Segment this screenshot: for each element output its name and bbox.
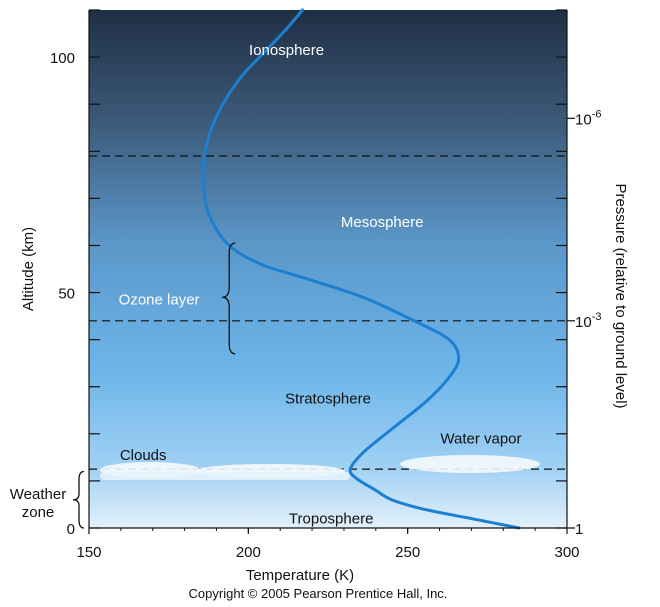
x-tick-label: 250 xyxy=(395,544,420,561)
layer-label: Troposphere xyxy=(289,511,374,528)
pressure-exponent: -6 xyxy=(592,108,602,120)
pressure-axis-title: Pressure (relative to ground level) xyxy=(612,183,629,408)
x-tick-label: 150 xyxy=(76,544,101,561)
layer-label: Ionosphere xyxy=(249,42,324,59)
copyright-notice: Copyright © 2005 Pearson Prentice Hall, … xyxy=(189,586,448,601)
layer-label: Stratosphere xyxy=(285,391,371,408)
layer-label: Water vapor xyxy=(440,431,521,448)
layer-label: Clouds xyxy=(120,447,167,464)
cloud-haze xyxy=(100,472,350,480)
y-axis-title: Altitude (km) xyxy=(20,227,37,311)
temperature-curve xyxy=(201,8,521,530)
clouds-band xyxy=(100,455,540,480)
x-axis-title: Temperature (K) xyxy=(246,567,354,584)
weather-zone-label: Weather xyxy=(10,486,66,503)
weather-zone-brace xyxy=(72,470,85,529)
pressure-tick-label: 10-3 xyxy=(575,311,601,331)
pressure-exponent: -3 xyxy=(592,311,602,323)
y-axis: 0 50 100 xyxy=(50,9,100,538)
pressure-tick-label: 1 xyxy=(575,521,583,538)
plot-background xyxy=(89,10,567,528)
layer-label: Mesosphere xyxy=(341,214,424,231)
cloud-right xyxy=(400,455,540,473)
layer-labels: Ionosphere Mesosphere Ozone layer Stratosph… xyxy=(119,42,522,528)
y-tick-label: 50 xyxy=(58,286,75,303)
layer-label: Ozone layer xyxy=(119,292,200,309)
pressure-tick-label: 10-6 xyxy=(575,108,601,128)
x-tick-label: 300 xyxy=(554,544,579,561)
y-tick-label: 0 xyxy=(67,521,75,538)
y-tick-label: 100 xyxy=(50,50,75,67)
x-tick-label: 200 xyxy=(236,544,261,561)
weather-zone-label: zone xyxy=(22,504,55,521)
x-axis: 150 200 250 300 xyxy=(76,527,580,561)
